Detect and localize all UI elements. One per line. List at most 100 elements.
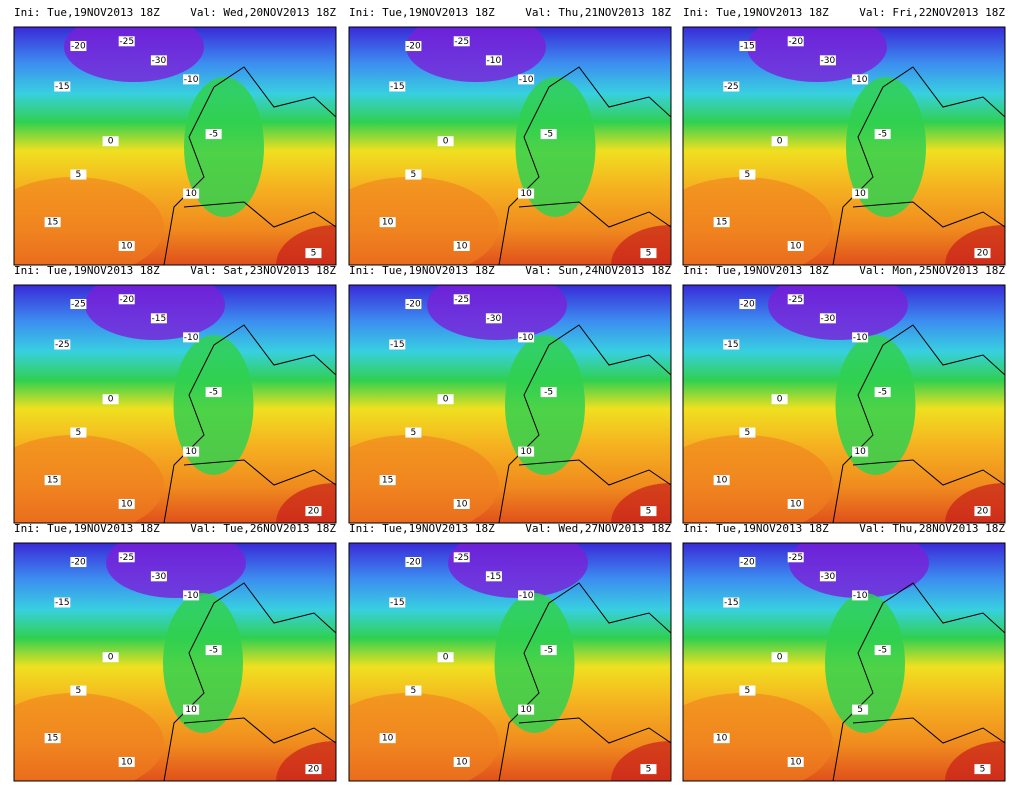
label-box xyxy=(739,169,756,180)
contour-label: 15 xyxy=(47,218,58,228)
label-box xyxy=(70,41,87,52)
contour-label: 0 xyxy=(108,137,114,147)
label-box xyxy=(379,475,396,486)
contour-label: 10 xyxy=(456,499,468,509)
contour-label: -30 xyxy=(152,56,167,66)
contour-label: -25 xyxy=(119,553,134,563)
init-time: Ini: Tue,19NOV2013 18Z xyxy=(349,522,495,535)
contour-label: -15 xyxy=(740,42,755,52)
coastline xyxy=(852,201,1005,228)
contour-label: 10 xyxy=(716,476,728,486)
label-box xyxy=(739,685,756,696)
label-box xyxy=(70,557,87,568)
contour-label: -30 xyxy=(487,314,502,324)
coastline xyxy=(183,459,336,486)
label-box xyxy=(183,188,200,199)
valid-time: Val: Thu,28NOV2013 18Z xyxy=(859,522,1005,535)
warm-blob xyxy=(683,435,833,523)
contour-label: 10 xyxy=(121,241,133,251)
label-box xyxy=(874,645,891,656)
contour-label: 10 xyxy=(121,499,133,509)
label-box xyxy=(405,299,422,310)
label-box xyxy=(852,74,869,85)
label-box xyxy=(102,136,119,147)
contour-label: -30 xyxy=(821,56,836,66)
valid-time: Val: Tue,26NOV2013 18Z xyxy=(190,522,336,535)
label-box xyxy=(640,764,657,775)
map-frame xyxy=(682,284,1006,524)
label-box xyxy=(787,498,804,509)
map-panel: Ini: Tue,19NOV2013 18Z Val: Fri,22NOV2013… xyxy=(682,6,1006,266)
contour-label: 5 xyxy=(745,170,751,180)
contour-label: -5 xyxy=(209,130,218,140)
contour-label: 5 xyxy=(411,428,417,438)
contour-label: 10 xyxy=(790,241,802,251)
valid-time: Val: Wed,20NOV2013 18Z xyxy=(190,6,336,19)
contour-label: 0 xyxy=(443,653,449,663)
map-panel: Ini: Tue,19NOV2013 18Z Val: Wed,20NOV2013… xyxy=(13,6,337,266)
contour-label: 5 xyxy=(311,249,317,259)
contour-label: 10 xyxy=(854,189,866,199)
map-panel: Ini: Tue,19NOV2013 18Z Val: Sun,24NOV2013… xyxy=(348,264,672,524)
label-box xyxy=(453,294,470,305)
label-box xyxy=(205,387,222,398)
label-box xyxy=(787,36,804,47)
contour-label: -20 xyxy=(119,295,134,305)
valid-time: Val: Sun,24NOV2013 18Z xyxy=(525,264,671,277)
contour-label: -15 xyxy=(390,340,405,350)
contour-label: 5 xyxy=(646,765,652,775)
label-box xyxy=(518,704,535,715)
contour-label: 15 xyxy=(47,476,58,486)
contour-label: 0 xyxy=(777,653,783,663)
label-box xyxy=(713,475,730,486)
contour-label: 5 xyxy=(745,686,751,696)
contour-label: -5 xyxy=(209,646,218,656)
contour-label: 20 xyxy=(977,249,989,259)
valid-time: Val: Thu,21NOV2013 18Z xyxy=(525,6,671,19)
map-frame xyxy=(348,542,672,782)
cold-blob xyxy=(789,543,929,598)
label-box xyxy=(405,427,422,438)
label-box xyxy=(974,764,991,775)
contour-label: 5 xyxy=(411,686,417,696)
cold-blob xyxy=(747,27,887,82)
contour-label: -20 xyxy=(788,37,803,47)
green-tongue xyxy=(184,77,264,217)
label-box xyxy=(485,571,502,582)
label-box xyxy=(437,652,454,663)
contour-label: -25 xyxy=(454,553,469,563)
contour-label: -20 xyxy=(740,558,755,568)
contour-label: -5 xyxy=(544,388,553,398)
label-box xyxy=(518,446,535,457)
label-box xyxy=(453,756,470,767)
contour-label: 10 xyxy=(456,757,468,767)
label-box xyxy=(540,129,557,140)
label-box xyxy=(453,240,470,251)
label-box xyxy=(453,36,470,47)
label-box xyxy=(540,387,557,398)
contour-label: -15 xyxy=(487,572,502,582)
coastline xyxy=(183,201,336,228)
contour-label: -15 xyxy=(390,598,405,608)
label-box xyxy=(437,394,454,405)
map-field: -20 -25 -30 -15 -10 -5 0 5 5 10 10 5 xyxy=(683,543,1005,781)
label-box xyxy=(205,645,222,656)
contour-label: -10 xyxy=(487,56,502,66)
contour-label: -15 xyxy=(390,82,405,92)
init-time: Ini: Tue,19NOV2013 18Z xyxy=(14,6,160,19)
label-box xyxy=(379,733,396,744)
contour-label: -5 xyxy=(878,130,887,140)
init-time: Ini: Tue,19NOV2013 18Z xyxy=(349,6,495,19)
contour-label: -10 xyxy=(519,591,534,601)
label-box xyxy=(739,299,756,310)
label-box xyxy=(518,188,535,199)
cold-blob xyxy=(768,285,908,340)
contour-label: 0 xyxy=(777,395,783,405)
map-frame xyxy=(682,542,1006,782)
map-panel: Ini: Tue,19NOV2013 18Z Val: Tue,26NOV2013… xyxy=(13,522,337,782)
contour-label: 20 xyxy=(308,765,320,775)
label-box xyxy=(305,764,322,775)
init-time: Ini: Tue,19NOV2013 18Z xyxy=(683,264,829,277)
label-box xyxy=(453,552,470,563)
cold-blob xyxy=(427,285,567,340)
